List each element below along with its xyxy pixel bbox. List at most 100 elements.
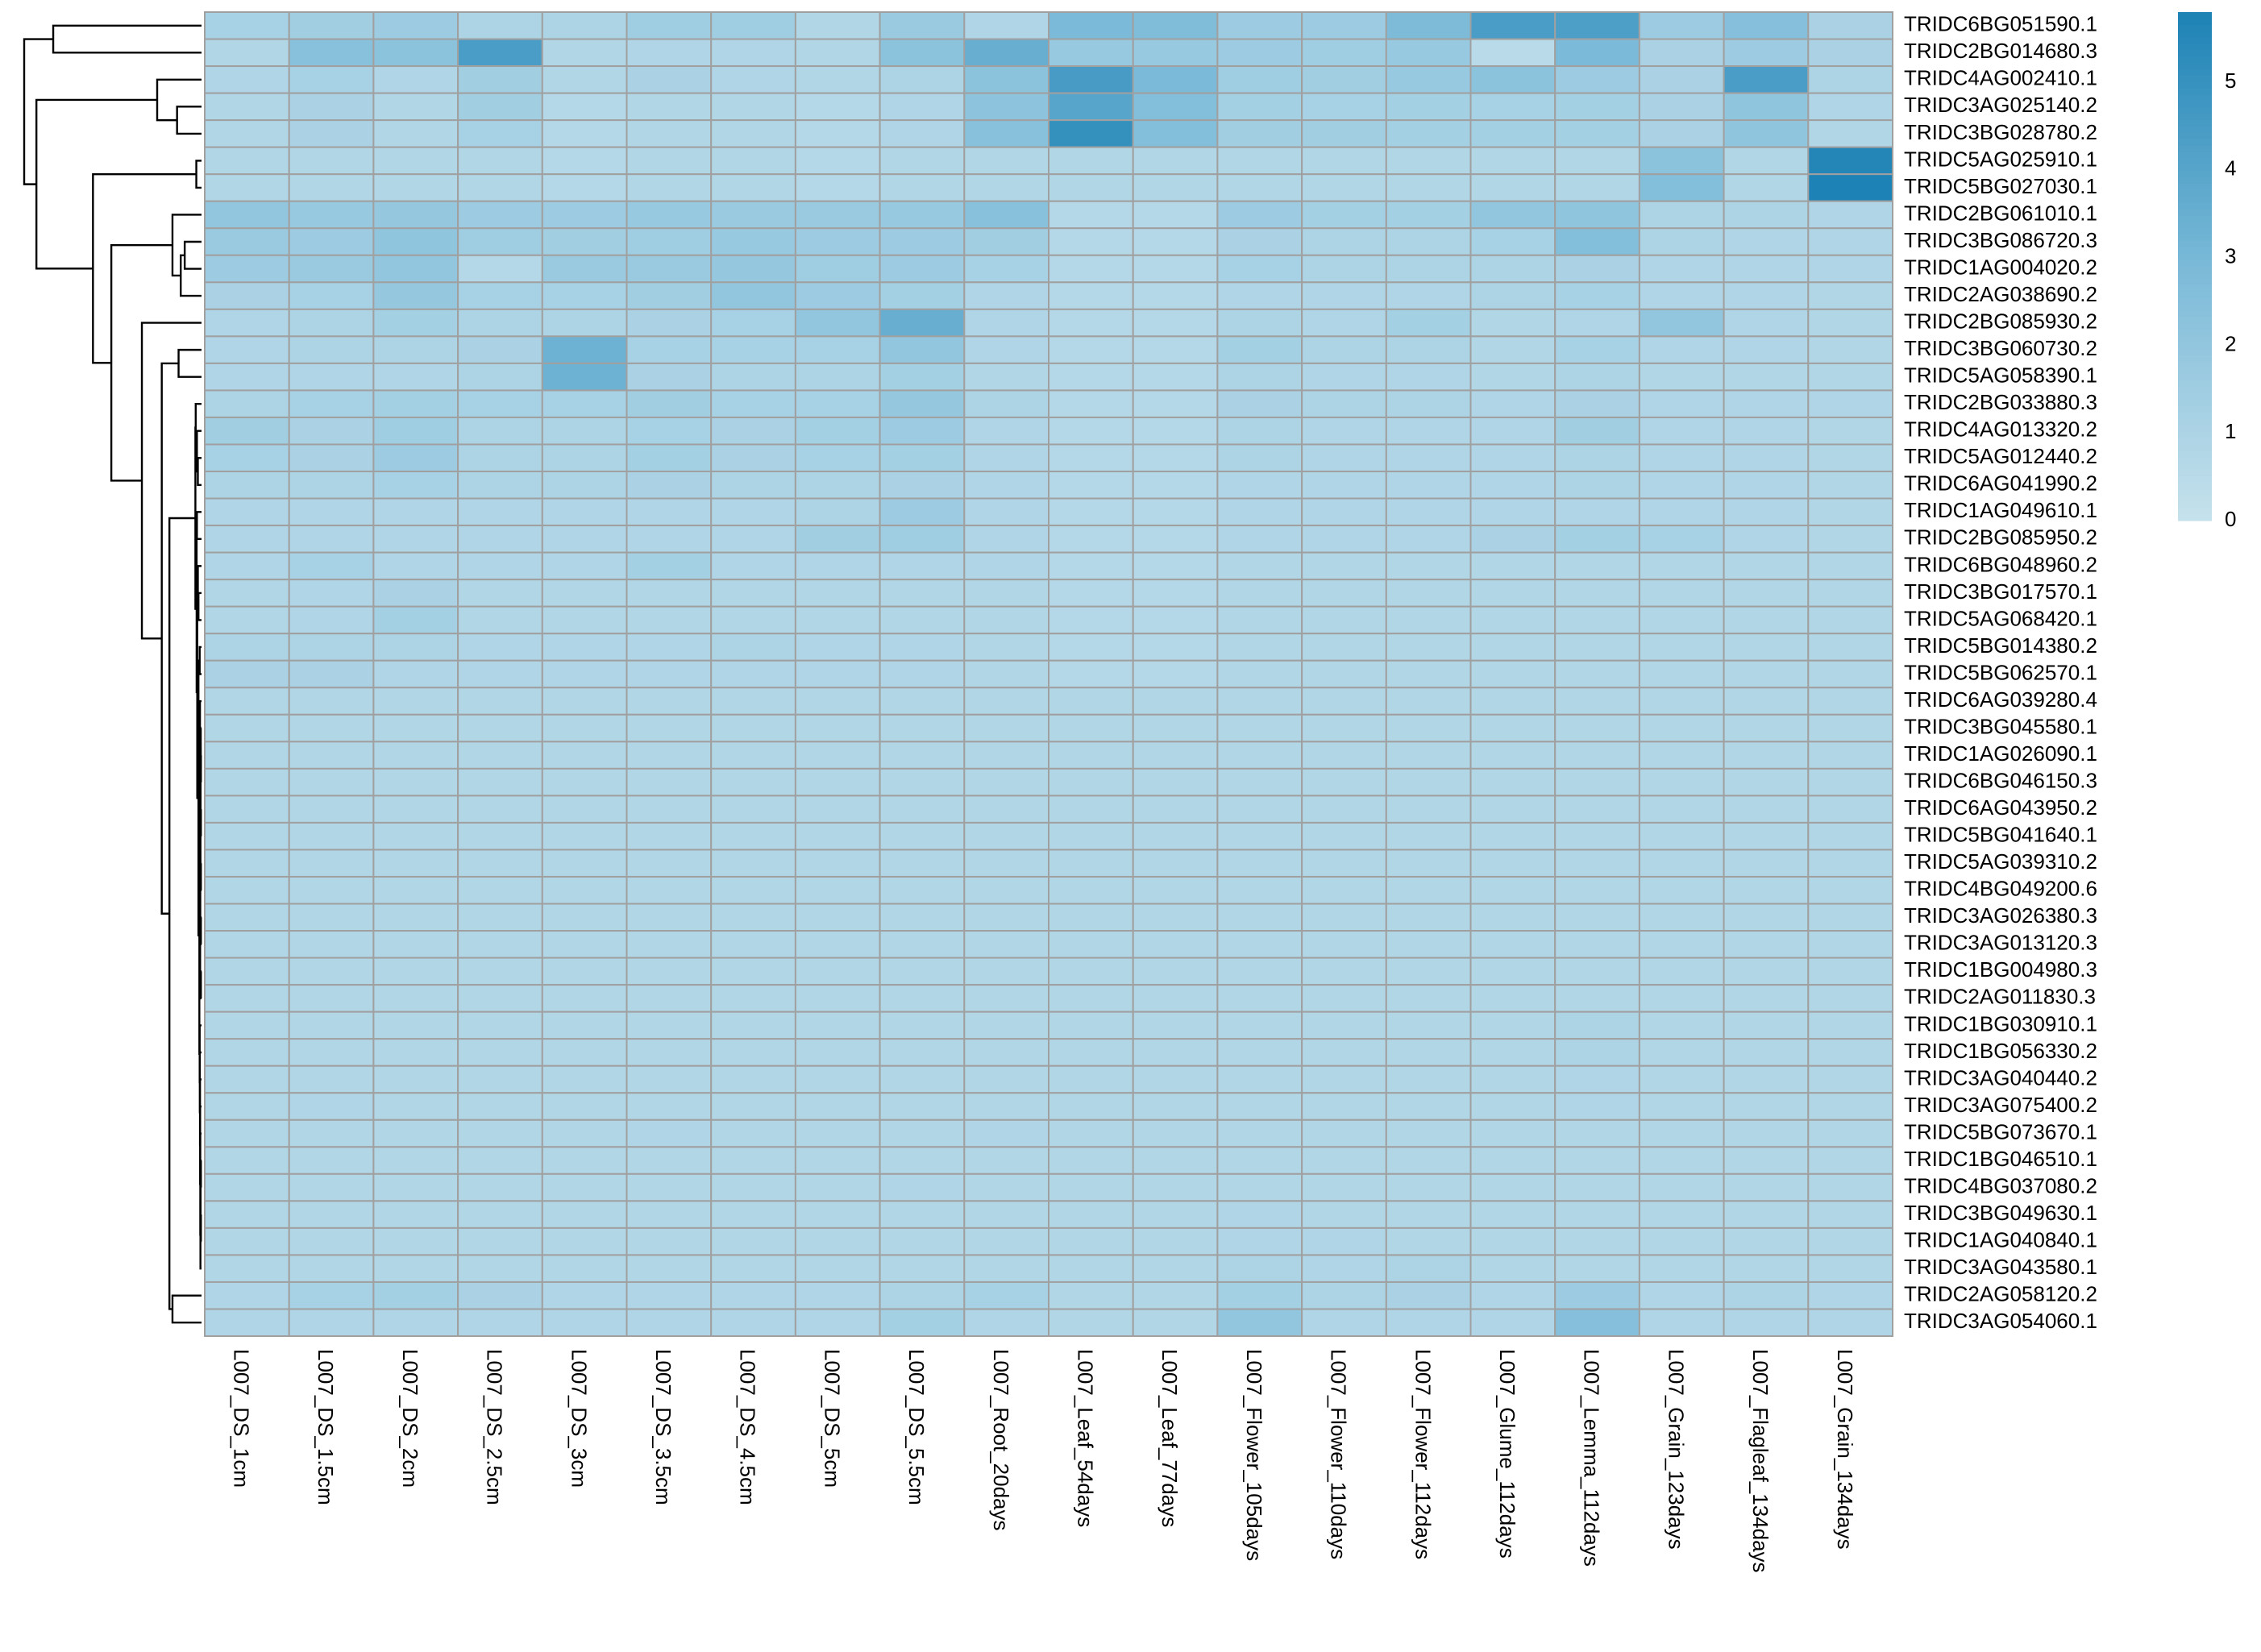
column-label: L007_DS_4.5cm — [736, 1349, 760, 1505]
heatmap-cell — [1216, 767, 1303, 797]
heatmap-cell — [1132, 713, 1219, 743]
heatmap-cell — [288, 1119, 375, 1148]
heatmap-cell — [1554, 930, 1640, 959]
legend-swatch — [2178, 488, 2212, 496]
heatmap-cell — [288, 1281, 375, 1310]
heatmap-cell — [541, 1308, 628, 1337]
heatmap-cell — [1301, 984, 1387, 1013]
heatmap-cell — [794, 389, 881, 418]
heatmap-cell — [288, 416, 375, 446]
heatmap-cell — [457, 227, 543, 256]
heatmap-cell — [1469, 119, 1557, 148]
heatmap-cell — [541, 1200, 628, 1229]
heatmap-cell — [794, 173, 881, 202]
heatmap-cell — [1301, 1281, 1387, 1310]
legend-swatch — [2178, 44, 2212, 51]
legend-swatch — [2178, 63, 2212, 70]
heatmap-cell — [626, 335, 713, 364]
heatmap-cell — [1216, 416, 1303, 446]
heatmap-cell — [372, 416, 459, 446]
heatmap-cell — [963, 119, 1050, 148]
heatmap-cell — [372, 254, 459, 284]
heatmap-cell — [1132, 38, 1219, 68]
heatmap-cell — [372, 1308, 459, 1337]
heatmap-cell — [204, 497, 290, 527]
legend-swatch — [2178, 457, 2212, 464]
heatmap-cell — [1638, 605, 1725, 635]
heatmap-cell — [1554, 1092, 1640, 1121]
heatmap-cell — [1469, 146, 1557, 176]
heatmap-cell — [1048, 254, 1134, 284]
heatmap-cell — [794, 551, 881, 581]
heatmap-cell — [288, 903, 375, 932]
heatmap-cell — [1723, 254, 1810, 284]
legend-swatch — [2178, 310, 2212, 318]
heatmap-cell — [794, 1146, 881, 1175]
legend-swatch — [2178, 88, 2212, 96]
heatmap-cell — [879, 92, 966, 122]
heatmap-cell — [541, 335, 628, 364]
heatmap-cell — [288, 389, 375, 418]
heatmap-cell — [963, 525, 1050, 554]
dendrogram-branch — [196, 511, 202, 541]
heatmap-cell — [1554, 65, 1640, 94]
row-labels: TRIDC6BG051590.1 TRIDC2BG014680.3 TRIDC4AG… — [1904, 12, 2097, 1333]
column-label: L007_Flower_112days — [1411, 1349, 1435, 1559]
heatmap-cell — [541, 1011, 628, 1040]
heatmap-cell — [541, 1119, 628, 1148]
legend-swatch — [2178, 222, 2212, 229]
legend-swatch — [2178, 469, 2212, 477]
heatmap-cell — [1301, 1119, 1387, 1148]
heatmap-cell — [372, 497, 459, 527]
heatmap-cell — [710, 984, 796, 1013]
heatmap-cell — [1385, 1065, 1472, 1094]
legend-tick-label: 5 — [2225, 68, 2236, 93]
heatmap-cell — [879, 11, 966, 40]
heatmap-cell — [1048, 1092, 1134, 1121]
column-label: L007_Grain_134days — [1833, 1349, 1857, 1550]
heatmap-cell — [1385, 173, 1472, 202]
heatmap-cell — [710, 1038, 796, 1067]
heatmap-cell — [1638, 281, 1725, 310]
heatmap-cell — [1132, 579, 1219, 608]
heatmap-cell — [1301, 849, 1387, 878]
heatmap-cell — [1469, 659, 1557, 689]
heatmap-cell — [794, 38, 881, 68]
heatmap-cell — [1132, 1065, 1219, 1094]
heatmap-cell — [204, 767, 290, 797]
heatmap-cell — [1638, 1119, 1725, 1148]
heatmap-cell — [1723, 389, 1810, 418]
heatmap-cell — [710, 875, 796, 905]
heatmap-cell — [1216, 1173, 1303, 1202]
heatmap-cell — [1216, 633, 1303, 662]
heatmap-cell — [963, 1011, 1050, 1040]
heatmap-cell — [1132, 65, 1219, 94]
legend-swatch — [2178, 24, 2212, 32]
heatmap-cell — [1385, 38, 1472, 68]
heatmap-cell — [1048, 687, 1134, 716]
heatmap-cell — [1132, 984, 1219, 1013]
heatmap-cell — [457, 579, 543, 608]
heatmap-cell — [1554, 11, 1640, 40]
heatmap-cell — [372, 633, 459, 662]
heatmap-cell — [1469, 1065, 1557, 1094]
heatmap-cell — [879, 65, 966, 94]
heatmap-cell — [541, 92, 628, 122]
heatmap-cell — [879, 443, 966, 473]
heatmap-cell — [457, 659, 543, 689]
heatmap-cell — [1554, 1038, 1640, 1067]
heatmap-cell — [288, 11, 375, 40]
heatmap-cell — [457, 308, 543, 338]
heatmap-cell — [1132, 821, 1219, 851]
heatmap-cell — [1469, 687, 1557, 716]
legend-swatch — [2178, 94, 2212, 102]
legend-swatch — [2178, 393, 2212, 401]
heatmap-cell — [1216, 254, 1303, 284]
heatmap-cell — [457, 821, 543, 851]
heatmap-cell — [288, 741, 375, 770]
heatmap-cell — [710, 687, 796, 716]
heatmap-cell — [1132, 254, 1219, 284]
heatmap-cell — [457, 1065, 543, 1094]
heatmap-cell — [1469, 38, 1557, 68]
heatmap-cell — [794, 849, 881, 878]
